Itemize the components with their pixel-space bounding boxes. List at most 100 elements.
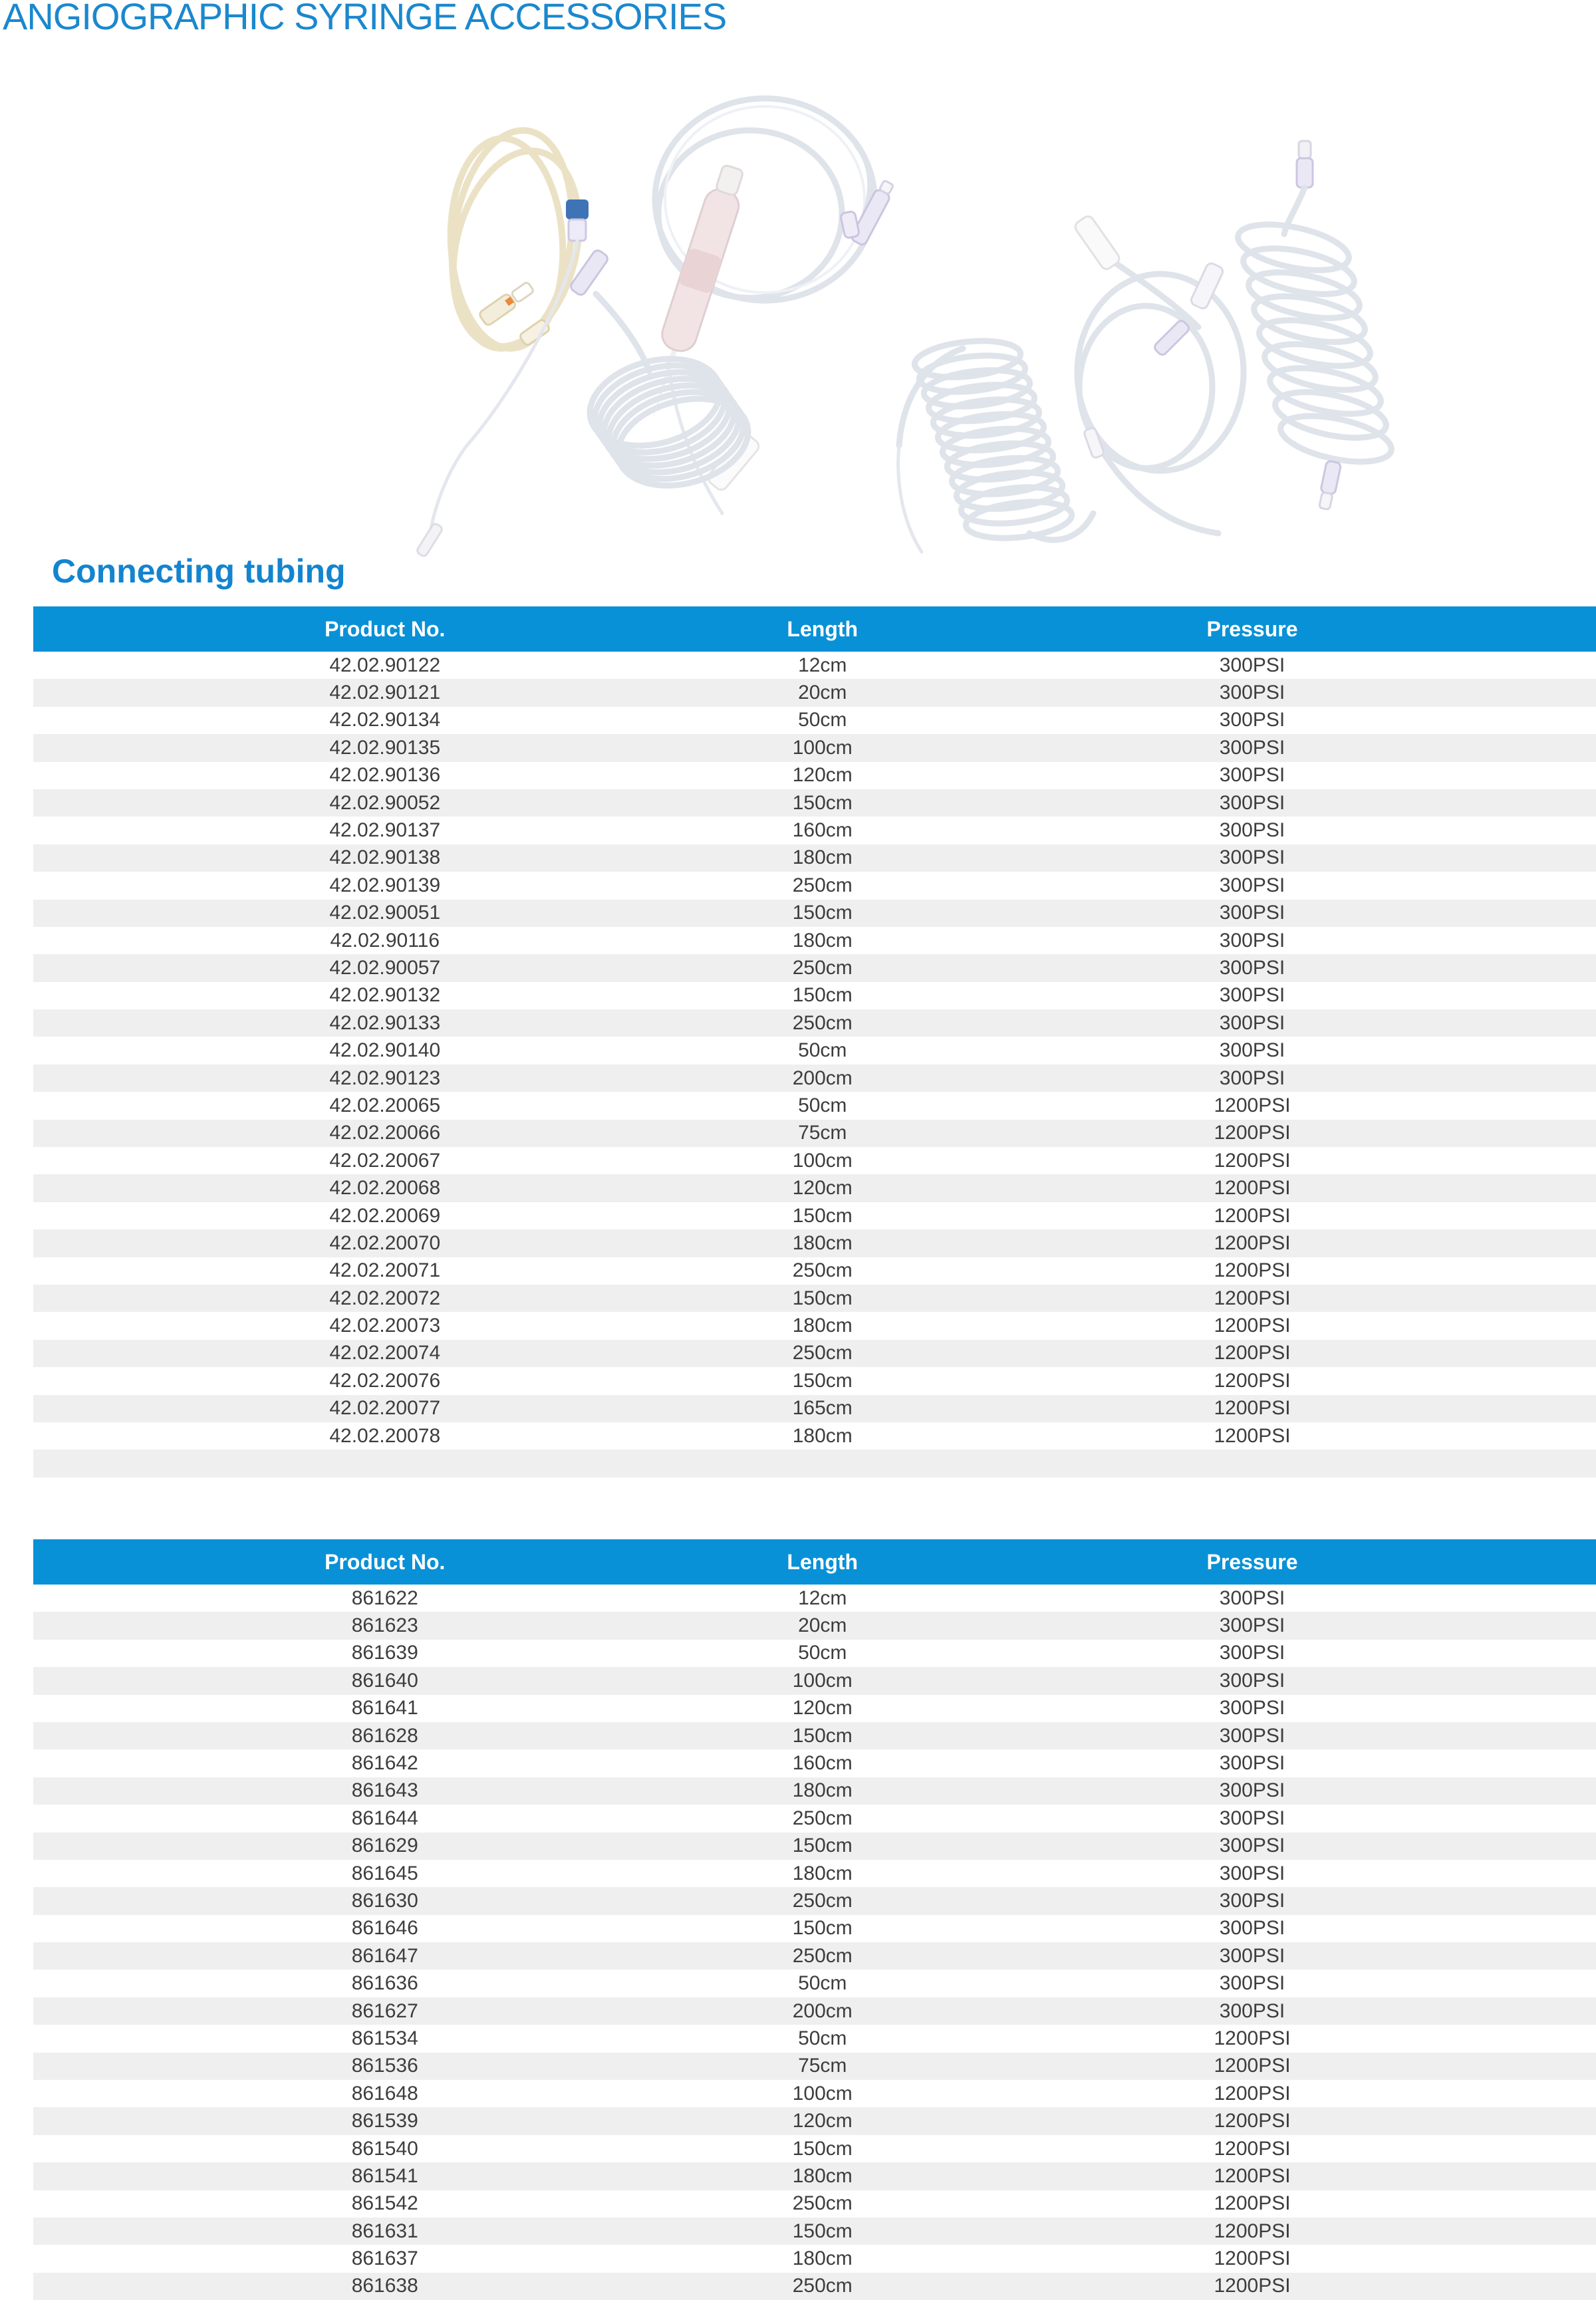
pressure-cell: 300PSI: [1219, 956, 1285, 979]
product-no-cell: 42.02.20072: [329, 1287, 441, 1309]
table-header-row: Product No. Length Pressure: [33, 606, 1596, 652]
product-no-cell: 42.02.90051: [329, 902, 441, 924]
table-row: 861628 150cm 300PSI: [33, 1722, 1596, 1750]
length-cell: 150cm: [792, 1287, 853, 1309]
length-cell: 120cm: [792, 2110, 853, 2132]
table-row: [33, 1450, 1596, 1477]
pressure-cell: 300PSI: [1219, 846, 1285, 869]
pressure-cell: 1200PSI: [1214, 2275, 1291, 2297]
column-header-product-no: Product No.: [325, 1549, 446, 1574]
table-row: 861639 50cm 300PSI: [33, 1639, 1596, 1668]
table-row: 861640 100cm 300PSI: [33, 1667, 1596, 1695]
pressure-cell: 300PSI: [1219, 1972, 1285, 1995]
table-row: 861641 120cm 300PSI: [33, 1694, 1596, 1722]
pressure-cell: 300PSI: [1219, 1862, 1285, 1884]
pressure-cell: 300PSI: [1219, 1835, 1285, 1857]
length-cell: 75cm: [798, 1122, 847, 1144]
product-no-cell: 861637: [351, 2247, 418, 2270]
pressure-cell: 1200PSI: [1214, 2192, 1291, 2215]
table-row: 42.02.20065 50cm 1200PSI: [33, 1092, 1596, 1120]
product-no-cell: 861647: [351, 1944, 418, 1967]
pressure-cell: 300PSI: [1219, 1067, 1285, 1089]
length-cell: 150cm: [792, 1369, 853, 1392]
product-no-cell: 861636: [351, 1972, 418, 1995]
product-no-cell: 861627: [351, 1999, 418, 2022]
product-no-cell: 861629: [351, 1835, 418, 1857]
table-row: 861627 200cm 300PSI: [33, 1997, 1596, 2025]
length-cell: 50cm: [798, 1972, 847, 1995]
product-no-cell: 861631: [351, 2220, 418, 2242]
table-row: 861647 250cm 300PSI: [33, 1942, 1596, 1970]
pressure-cell: 300PSI: [1219, 736, 1285, 759]
product-no-cell: 42.02.20070: [329, 1231, 441, 1254]
product-no-cell: 861539: [351, 2110, 418, 2132]
table-row: 42.02.20068 120cm 1200PSI: [33, 1174, 1596, 1202]
pressure-cell: 300PSI: [1219, 1642, 1285, 1664]
table-row: 42.02.90121 20cm 300PSI: [33, 679, 1596, 707]
table-row: 861623 20cm 300PSI: [33, 1612, 1596, 1640]
length-cell: 250cm: [792, 2275, 853, 2297]
pressure-cell: 300PSI: [1219, 1752, 1285, 1775]
y-connector-coil-tubing-photo: [416, 199, 757, 557]
pressure-cell: 1200PSI: [1214, 1424, 1291, 1447]
length-cell: 180cm: [792, 929, 853, 952]
pressure-cell: 1200PSI: [1214, 1259, 1291, 1282]
pressure-cell: 1200PSI: [1214, 2247, 1291, 2270]
table-row: 42.02.20070 180cm 1200PSI: [33, 1229, 1596, 1257]
length-cell: 180cm: [792, 2247, 853, 2270]
product-no-cell: 42.02.20066: [329, 1122, 441, 1144]
connecting-tubing-table-2: Product No. Length Pressure 861622 12cm 30…: [33, 1539, 1596, 2300]
length-cell: 150cm: [792, 1204, 853, 1227]
pressure-cell: 1200PSI: [1214, 1204, 1291, 1227]
length-cell: 250cm: [792, 1342, 853, 1364]
pressure-cell: 1200PSI: [1214, 1315, 1291, 1337]
table-row: 42.02.90133 250cm 300PSI: [33, 1009, 1596, 1037]
length-cell: 75cm: [798, 2055, 847, 2077]
pressure-cell: 300PSI: [1219, 654, 1285, 676]
pressure-cell: 300PSI: [1219, 1669, 1285, 1692]
pressure-cell: 300PSI: [1219, 1011, 1285, 1034]
pressure-cell: 1200PSI: [1214, 2220, 1291, 2242]
length-cell: 100cm: [792, 1669, 853, 1692]
table-row: 42.02.20073 180cm 1200PSI: [33, 1312, 1596, 1340]
pressure-cell: 1200PSI: [1214, 1342, 1291, 1364]
product-no-cell: 42.02.90140: [329, 1039, 441, 1062]
length-cell: 165cm: [792, 1397, 853, 1420]
length-cell: 180cm: [792, 846, 853, 869]
product-no-cell: 861630: [351, 1889, 418, 1912]
length-cell: 180cm: [792, 1231, 853, 1254]
table-row: 42.02.90140 50cm 300PSI: [33, 1037, 1596, 1065]
product-no-cell: 42.02.90136: [329, 764, 441, 787]
table-row: 861637 180cm 1200PSI: [33, 2245, 1596, 2273]
pressure-cell: 300PSI: [1219, 1587, 1285, 1609]
section-heading: Connecting tubing: [52, 553, 346, 590]
table-row: 861540 150cm 1200PSI: [33, 2134, 1596, 2163]
product-no-cell: 861628: [351, 1724, 418, 1747]
pressure-cell: 300PSI: [1219, 929, 1285, 952]
length-cell: 180cm: [792, 1424, 853, 1447]
table-row: 861646 150cm 300PSI: [33, 1914, 1596, 1943]
pressure-cell: 300PSI: [1219, 1779, 1285, 1802]
pressure-cell: 1200PSI: [1214, 2027, 1291, 2049]
product-no-cell: 42.02.90133: [329, 1011, 441, 1034]
product-photos: [416, 95, 1596, 557]
length-cell: 150cm: [792, 791, 853, 814]
product-no-cell: 42.02.90137: [329, 819, 441, 842]
table-row: 861542 250cm 1200PSI: [33, 2190, 1596, 2218]
table-row: 42.02.90136 120cm 300PSI: [33, 761, 1596, 789]
table-row: 861638 250cm 1200PSI: [33, 2272, 1596, 2300]
pressure-cell: 300PSI: [1219, 1807, 1285, 1829]
length-cell: 50cm: [798, 709, 847, 731]
product-no-cell: 861644: [351, 1807, 418, 1829]
pressure-cell: 300PSI: [1219, 819, 1285, 842]
length-cell: 250cm: [792, 1807, 853, 1829]
table-row: 42.02.90135 100cm 300PSI: [33, 734, 1596, 762]
pressure-cell: 1200PSI: [1214, 1287, 1291, 1309]
pressure-cell: 300PSI: [1219, 1039, 1285, 1062]
pressure-cell: 300PSI: [1219, 1917, 1285, 1940]
pressure-cell: 300PSI: [1219, 902, 1285, 924]
spiral-coil-tubing-photo: [896, 336, 1097, 554]
product-no-cell: 861622: [351, 1587, 418, 1609]
table-row: 861636 50cm 300PSI: [33, 1970, 1596, 1997]
pressure-cell: 1200PSI: [1214, 2164, 1291, 2187]
